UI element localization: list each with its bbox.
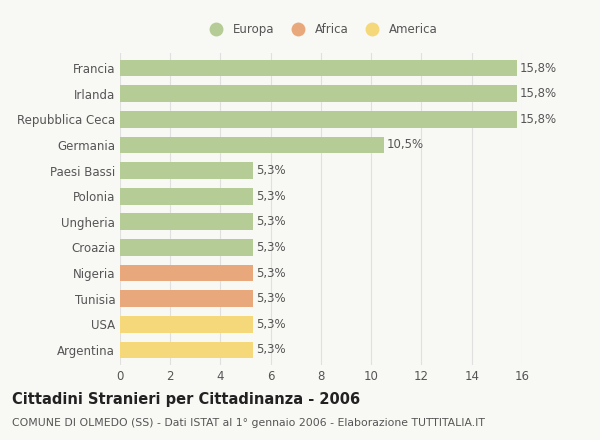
- Text: 10,5%: 10,5%: [386, 139, 424, 151]
- Text: Cittadini Stranieri per Cittadinanza - 2006: Cittadini Stranieri per Cittadinanza - 2…: [12, 392, 360, 407]
- Text: 5,3%: 5,3%: [256, 164, 286, 177]
- Legend: Europa, Africa, America: Europa, Africa, America: [200, 18, 442, 40]
- Text: 5,3%: 5,3%: [256, 292, 286, 305]
- Text: 5,3%: 5,3%: [256, 343, 286, 356]
- Text: 5,3%: 5,3%: [256, 267, 286, 279]
- Bar: [120, 60, 517, 77]
- Bar: [120, 316, 253, 333]
- Bar: [120, 111, 517, 128]
- Text: 15,8%: 15,8%: [520, 62, 557, 75]
- Text: 5,3%: 5,3%: [256, 241, 286, 254]
- Text: 15,8%: 15,8%: [520, 113, 557, 126]
- Bar: [120, 239, 253, 256]
- Bar: [120, 341, 253, 358]
- Text: 5,3%: 5,3%: [256, 190, 286, 203]
- Bar: [120, 137, 384, 153]
- Text: 15,8%: 15,8%: [520, 87, 557, 100]
- Bar: [120, 265, 253, 281]
- Bar: [120, 188, 253, 205]
- Bar: [120, 85, 517, 102]
- Text: 5,3%: 5,3%: [256, 318, 286, 331]
- Bar: [120, 162, 253, 179]
- Text: 5,3%: 5,3%: [256, 215, 286, 228]
- Bar: [120, 213, 253, 230]
- Text: COMUNE DI OLMEDO (SS) - Dati ISTAT al 1° gennaio 2006 - Elaborazione TUTTITALIA.: COMUNE DI OLMEDO (SS) - Dati ISTAT al 1°…: [12, 418, 485, 428]
- Bar: [120, 290, 253, 307]
